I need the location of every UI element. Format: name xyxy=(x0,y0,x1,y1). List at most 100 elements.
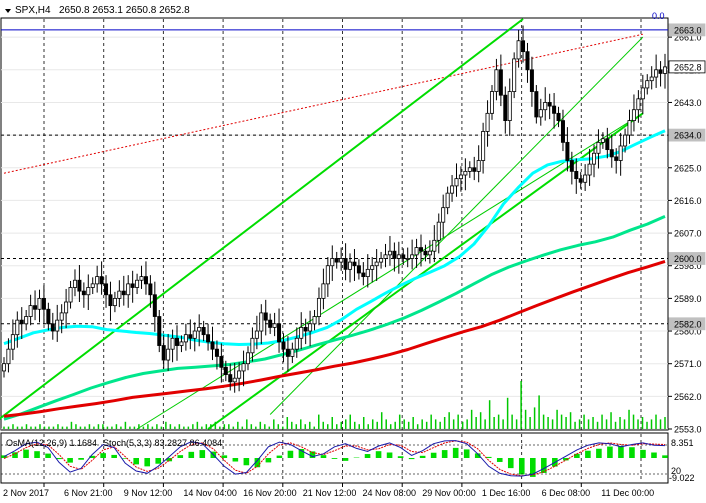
candle-body xyxy=(37,297,42,310)
candle-body xyxy=(419,247,424,252)
osma-bar xyxy=(607,446,613,458)
candle-body xyxy=(245,352,250,365)
candle-body xyxy=(117,290,122,299)
candle-body xyxy=(374,261,379,267)
time-label: 6 Nov 21:00 xyxy=(64,488,113,498)
candle-body xyxy=(547,102,552,107)
channel-upper-line xyxy=(0,18,524,420)
osma-bar xyxy=(144,458,151,467)
osma-bar xyxy=(596,448,602,458)
candle-body xyxy=(161,345,166,361)
fib-level-label: 0.0 xyxy=(652,11,665,21)
candle-body xyxy=(33,305,38,310)
candle-body xyxy=(152,294,157,317)
candle-body xyxy=(166,348,171,361)
current-price-tag: 2652.8 xyxy=(674,62,702,72)
osma-bar xyxy=(232,458,239,462)
indicator-scale-bottom: -9.022 xyxy=(669,473,695,483)
candle-body xyxy=(489,91,494,114)
osma-bar xyxy=(485,456,492,458)
candle-body xyxy=(556,112,561,121)
price-tick-label: 2589.0 xyxy=(674,294,702,304)
candle-body xyxy=(645,80,650,89)
price-tag-box xyxy=(668,128,706,142)
candle-body xyxy=(649,76,654,82)
candle-body xyxy=(183,334,188,343)
channel-mid-line xyxy=(269,36,644,415)
time-label: 9 Nov 12:00 xyxy=(124,488,173,498)
osma-bar xyxy=(496,458,503,462)
candle-body xyxy=(285,348,290,357)
candle-body xyxy=(596,141,601,154)
osma-bar xyxy=(375,451,382,458)
candle-body xyxy=(77,279,82,292)
dropdown-triangle-icon[interactable] xyxy=(5,9,11,13)
candle-body xyxy=(423,250,428,256)
moving-average-line xyxy=(3,215,666,421)
candle-body xyxy=(272,323,277,328)
candles-layer xyxy=(2,25,668,393)
candle-body xyxy=(405,258,410,260)
candle-body xyxy=(263,312,268,321)
candle-body xyxy=(339,258,344,263)
osma-bar xyxy=(640,449,646,458)
moving-average-line xyxy=(3,259,666,418)
candle-body xyxy=(485,112,490,132)
osma-bar xyxy=(474,453,481,458)
candle-body xyxy=(121,290,126,296)
osma-bar xyxy=(430,452,437,458)
price-tick-label: 2625.0 xyxy=(674,163,702,173)
candle-body xyxy=(99,276,104,285)
osma-bar xyxy=(276,455,283,458)
osma-bar xyxy=(287,450,294,458)
osma-bar xyxy=(541,458,547,473)
osma-bar xyxy=(331,458,338,459)
candle-body xyxy=(135,279,140,288)
candle-body xyxy=(543,102,548,111)
candle-body xyxy=(538,109,543,118)
osma-bar xyxy=(23,449,29,458)
osma-bar xyxy=(320,455,327,458)
candle-body xyxy=(55,319,60,332)
candle-body xyxy=(68,287,73,303)
candle-body xyxy=(445,192,450,209)
candle-body xyxy=(534,91,539,118)
horizontal-levels xyxy=(1,29,668,325)
time-label: 16 Nov 20:00 xyxy=(243,488,297,498)
osma-bar xyxy=(441,450,448,458)
candle-body xyxy=(383,254,388,259)
candle-body xyxy=(250,337,255,354)
candle-body xyxy=(498,69,503,96)
candle-body xyxy=(223,366,228,375)
candle-body xyxy=(507,91,512,121)
candle-body xyxy=(303,327,308,332)
time-axis: 2 Nov 2017 6 Nov 21:00 9 Nov 12:00 14 Nov 0… xyxy=(3,483,654,498)
price-level-tag: 2600.0 xyxy=(674,254,702,264)
candle-body xyxy=(392,250,397,259)
osma-bar xyxy=(662,455,668,458)
candle-body xyxy=(356,265,361,274)
price-tag-box xyxy=(668,23,706,37)
candle-body xyxy=(379,258,384,263)
osma-bar xyxy=(100,453,106,458)
candle-body xyxy=(46,308,51,325)
candle-body xyxy=(24,316,29,325)
osma-bar xyxy=(574,453,580,458)
candle-body xyxy=(294,337,299,350)
price-tag-box xyxy=(668,317,706,331)
candle-body xyxy=(436,221,441,241)
candle-body xyxy=(663,66,668,74)
osma-bar xyxy=(463,449,470,458)
candle-body xyxy=(28,305,33,317)
candle-body xyxy=(348,261,353,270)
price-tick-label: 2571.0 xyxy=(674,359,702,369)
candle-body xyxy=(658,69,663,74)
candle-body xyxy=(476,160,481,172)
stoch-signal-line xyxy=(3,440,666,477)
candle-body xyxy=(529,69,534,92)
osma-bar xyxy=(243,458,250,466)
osma-bar xyxy=(111,454,117,458)
candle-body xyxy=(458,174,463,180)
time-label: 2 Nov 2017 xyxy=(3,488,49,498)
